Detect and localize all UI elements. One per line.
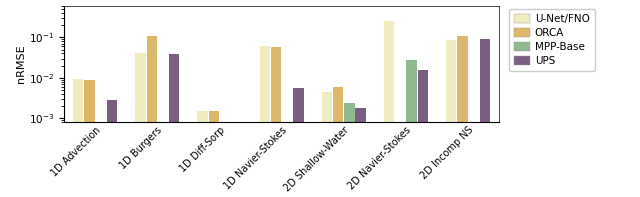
Bar	[417, 70, 428, 197]
Bar	[84, 80, 95, 197]
Legend: U-Net/FNO, ORCA, MPP-Base, UPS: U-Net/FNO, ORCA, MPP-Base, UPS	[509, 9, 595, 71]
Bar	[480, 39, 490, 197]
Bar	[293, 88, 303, 197]
Bar	[446, 40, 456, 197]
Bar	[384, 21, 394, 197]
Bar	[333, 87, 343, 197]
Bar	[406, 60, 417, 197]
Bar	[147, 36, 157, 197]
Bar	[198, 111, 208, 197]
Bar	[355, 108, 365, 197]
Y-axis label: nRMSE: nRMSE	[16, 45, 26, 83]
Bar	[322, 92, 332, 197]
Bar	[231, 122, 241, 197]
Bar	[458, 36, 468, 197]
Bar	[271, 47, 281, 197]
Bar	[344, 103, 355, 197]
Bar	[107, 100, 117, 197]
Bar	[209, 111, 219, 197]
Bar	[73, 79, 83, 197]
Bar	[135, 53, 146, 197]
Bar	[260, 46, 270, 197]
Bar	[169, 54, 179, 197]
